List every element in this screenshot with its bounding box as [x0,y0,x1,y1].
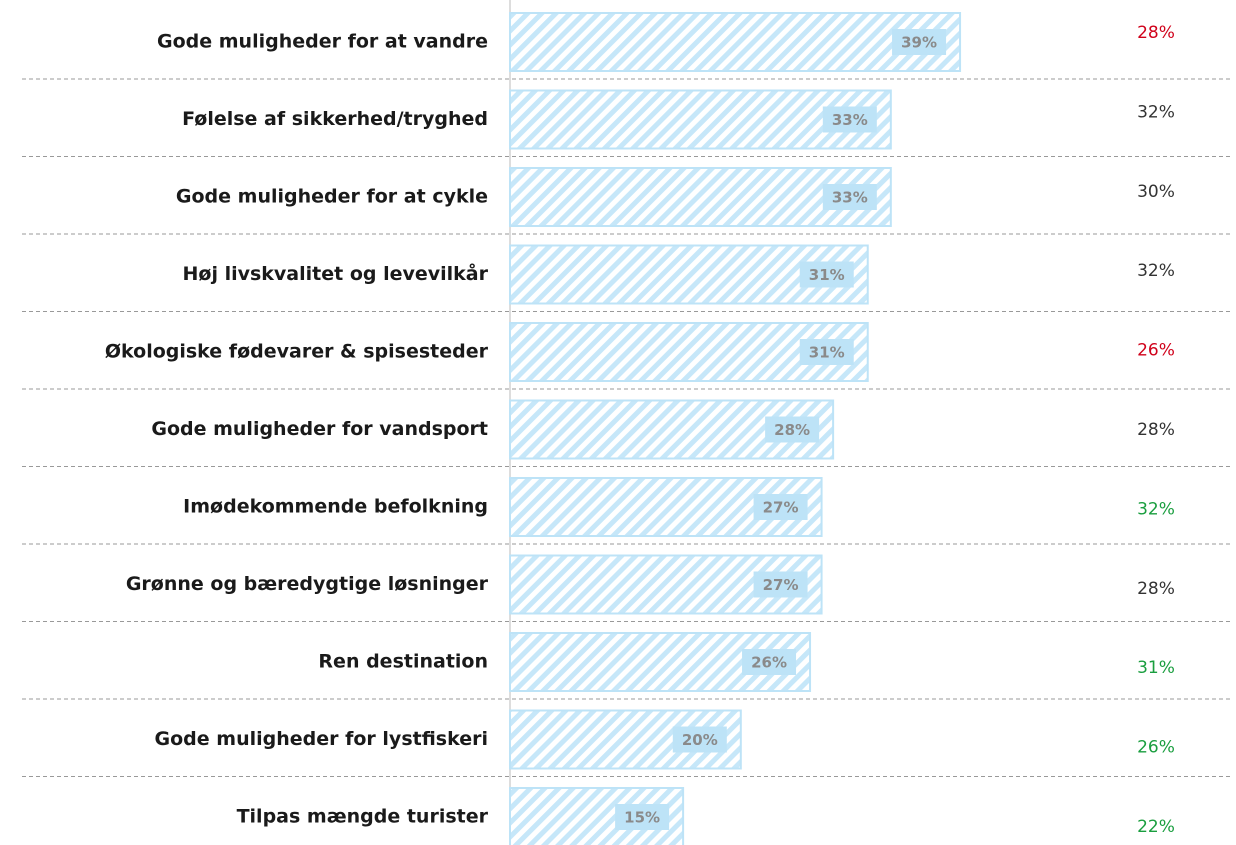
data-label-bg [742,649,797,675]
comparison-value: 30% [1137,182,1175,202]
data-label-bg [822,184,877,210]
comparison-value: 28% [1137,23,1175,43]
data-label: 26% [751,654,787,672]
data-label: 33% [832,111,868,129]
data-label-bg [799,339,854,365]
category-label: Gode muligheder for at cykle [176,186,488,208]
bar [509,632,812,692]
data-label: 28% [774,421,810,439]
category-label: Ren destination [318,651,488,673]
comparison-value: 26% [1137,341,1175,361]
category-label: Følelse af sikkerhed/tryghed [182,108,488,130]
comparison-value: 22% [1137,817,1175,837]
data-label-bg [892,29,947,55]
category-label: Høj livskvalitet og levevilkår [182,261,488,285]
data-label: 20% [682,731,718,749]
category-label: Økologiske fødevarer & spisesteder [105,341,489,363]
data-label-bg [765,416,820,443]
comparison-value: 32% [1137,102,1175,122]
data-label-bg [672,726,727,753]
category-label: Gode muligheder for vandsport [151,418,488,440]
comparison-value: 26% [1137,738,1175,758]
data-label: 27% [763,576,799,594]
data-label-bg [799,261,854,288]
data-label-bg [615,804,670,830]
data-label-bg [822,106,877,133]
category-label: Grønne og bæredygtige løsninger [126,573,489,595]
data-label: 31% [809,266,845,284]
category-label: Gode muligheder for lystfiskeri [155,728,488,750]
data-label: 15% [624,809,660,827]
data-label-bg [753,494,808,520]
data-label: 39% [901,34,937,52]
data-label-bg [753,571,808,598]
comparison-value: 31% [1137,658,1175,678]
comparison-value: 28% [1137,579,1175,599]
data-label: 27% [763,499,799,517]
category-label: Imødekommende befolkning [183,496,488,518]
comparison-value: 32% [1137,499,1175,519]
data-label: 33% [832,189,868,207]
data-label: 31% [809,344,845,362]
category-label: Gode muligheder for at vandre [157,31,488,53]
comparison-value: 28% [1137,420,1175,440]
category-label: Tilpas mængde turister [237,806,489,828]
comparison-value: 32% [1137,261,1175,281]
bar [509,12,962,72]
